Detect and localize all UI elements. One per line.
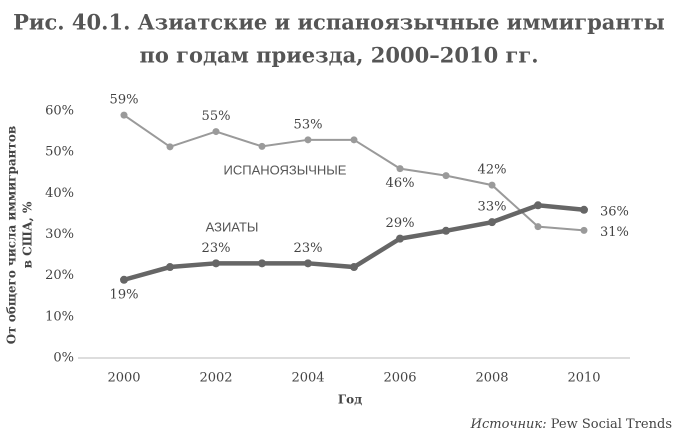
y-axis-label: в США, % xyxy=(21,201,35,268)
point xyxy=(258,259,266,268)
x-tick-label: 2010 xyxy=(567,371,600,386)
point xyxy=(396,165,404,173)
x-tick-label: 2004 xyxy=(291,371,324,386)
point xyxy=(304,259,312,268)
x-tick-label: 2006 xyxy=(383,371,416,386)
point xyxy=(120,111,128,119)
y-tick-label: 10% xyxy=(45,309,74,324)
data-label: 31% xyxy=(600,225,629,240)
data-label: 55% xyxy=(202,109,231,124)
source-text: Pew Social Trends xyxy=(551,417,672,432)
chart-title: Рис. 40.1. Азиатские и испаноязычные имм… xyxy=(13,10,665,35)
point xyxy=(120,275,128,284)
point xyxy=(442,226,450,235)
point xyxy=(580,226,588,234)
y-tick-label: 50% xyxy=(45,145,74,160)
x-tick-label: 2002 xyxy=(199,371,232,386)
data-label: 53% xyxy=(294,117,323,132)
point xyxy=(396,234,404,243)
x-tick-label: 2008 xyxy=(475,371,508,386)
point xyxy=(166,143,174,151)
x-axis-label: Год xyxy=(338,393,362,407)
y-axis-label: От общего числа иммигрантов xyxy=(5,126,19,344)
point xyxy=(212,128,220,136)
point xyxy=(534,201,542,210)
point xyxy=(580,205,588,214)
point xyxy=(534,223,542,231)
series-label: АЗИАТЫ xyxy=(206,219,259,234)
data-label: 59% xyxy=(110,93,139,108)
point xyxy=(442,172,450,180)
point xyxy=(166,263,174,272)
y-tick-label: 40% xyxy=(45,186,74,201)
point xyxy=(350,263,358,272)
series-label: ИСПАНОЯЗЫЧНЫЕ xyxy=(224,162,347,177)
point xyxy=(488,218,496,227)
data-label: 19% xyxy=(110,287,139,302)
y-tick-label: 60% xyxy=(45,104,74,119)
point xyxy=(212,259,220,268)
source-prefix: Источник: xyxy=(470,417,547,432)
data-label: 36% xyxy=(600,204,629,219)
y-tick-label: 0% xyxy=(53,351,74,366)
y-tick-label: 20% xyxy=(45,268,74,283)
data-label: 33% xyxy=(478,200,507,215)
point xyxy=(258,142,266,150)
y-tick-label: 30% xyxy=(45,227,74,242)
x-tick-label: 2000 xyxy=(107,371,140,386)
data-label: 23% xyxy=(202,241,231,256)
point xyxy=(304,136,312,144)
data-label: 23% xyxy=(294,241,323,256)
data-label: 46% xyxy=(386,176,415,191)
source: Источник: Pew Social Trends xyxy=(470,417,672,432)
data-label: 29% xyxy=(386,216,415,231)
data-label: 42% xyxy=(478,163,507,178)
point xyxy=(488,181,496,189)
point xyxy=(350,136,358,144)
chart-title: по годам приезда, 2000–2010 гг. xyxy=(139,43,538,68)
